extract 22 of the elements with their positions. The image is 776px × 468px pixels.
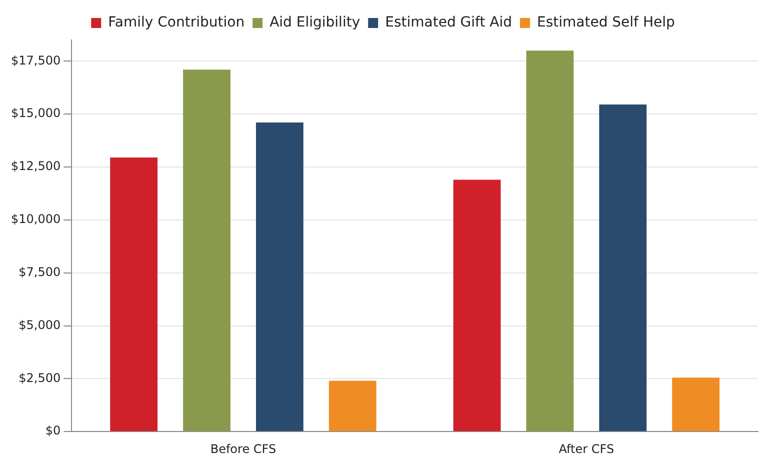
- legend-label: Family Contribution: [108, 14, 245, 31]
- bar: [110, 157, 158, 432]
- bar: [672, 378, 720, 432]
- bar: [526, 50, 574, 432]
- y-tick-label: $0: [45, 424, 61, 438]
- bar: [256, 122, 304, 432]
- legend-label: Estimated Gift Aid: [385, 14, 512, 31]
- x-tick-label: Before CFS: [210, 442, 276, 456]
- legend-label: Estimated Self Help: [536, 14, 675, 31]
- x-tick-label: After CFS: [558, 442, 614, 456]
- bar: [453, 180, 501, 432]
- y-tick-label: $2,500: [18, 370, 61, 385]
- bar: [328, 380, 376, 432]
- y-tick-label: $15,000: [11, 106, 61, 120]
- y-tick-label: $7,500: [18, 264, 61, 279]
- bar: [183, 70, 230, 432]
- y-tick-label: $12,500: [11, 159, 61, 174]
- y-tick-label: $17,500: [11, 53, 61, 68]
- bar: [599, 104, 647, 432]
- y-tick-label: $10,000: [11, 212, 61, 226]
- legend-label: Aid Eligibility: [270, 14, 360, 31]
- y-tick-label: $5,000: [18, 318, 61, 332]
